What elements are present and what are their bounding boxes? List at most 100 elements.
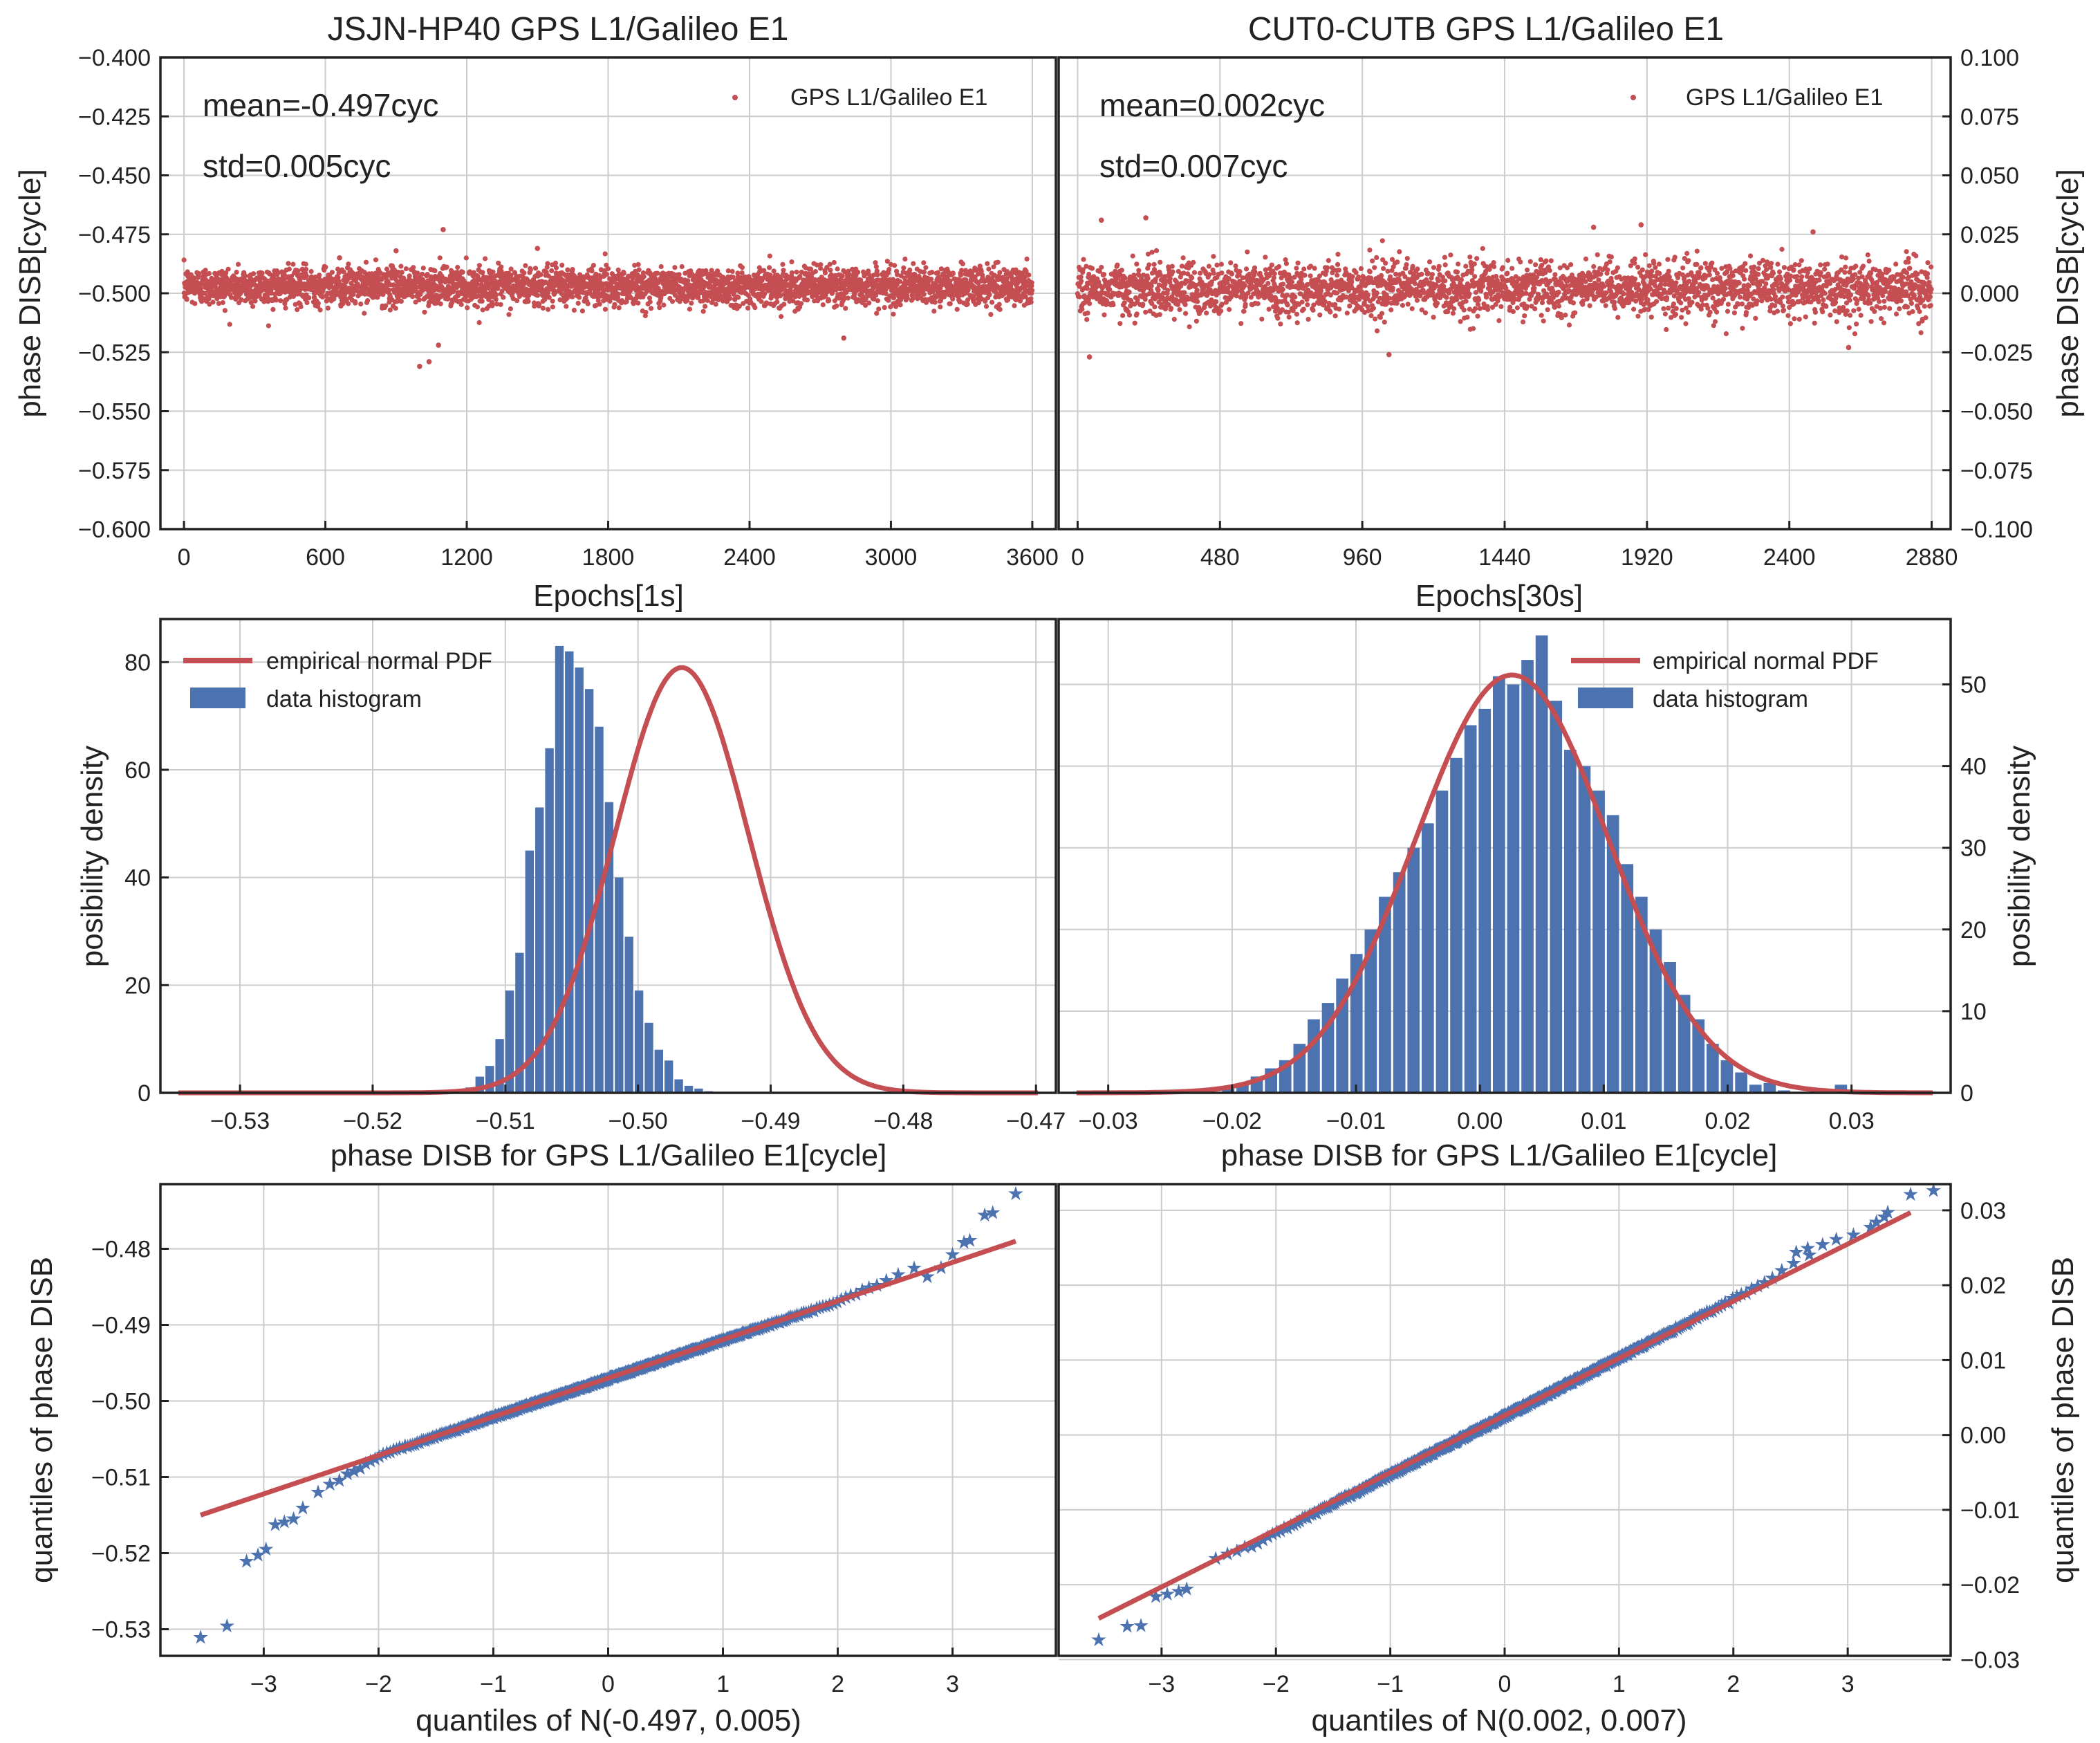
data-point <box>396 269 401 275</box>
data-point <box>570 294 575 299</box>
data-point <box>1149 250 1155 255</box>
data-point <box>1028 299 1034 305</box>
std-annotation: std=0.005cyc <box>203 148 391 184</box>
data-point <box>585 301 591 306</box>
x-tick-label: 0 <box>178 544 191 571</box>
data-point <box>494 292 499 297</box>
data-point <box>1456 261 1461 267</box>
data-point <box>752 305 758 311</box>
data-point <box>604 272 610 277</box>
data-point <box>1084 286 1090 291</box>
y-axis-label: phase DISB[cycle] <box>13 169 47 418</box>
data-point <box>538 272 543 277</box>
data-point <box>687 306 693 312</box>
data-point <box>685 278 691 284</box>
data-point <box>781 268 786 273</box>
data-point <box>308 268 314 275</box>
data-point <box>1395 259 1400 265</box>
data-point <box>198 286 203 291</box>
data-point <box>399 270 405 275</box>
data-point <box>1204 311 1209 316</box>
data-point <box>418 292 423 297</box>
data-point <box>986 266 992 272</box>
data-point <box>960 261 965 267</box>
data-point <box>1078 274 1084 279</box>
data-point <box>1024 256 1030 262</box>
data-point <box>1119 268 1124 273</box>
data-point <box>839 273 845 279</box>
data-point <box>1344 311 1350 316</box>
data-point <box>1191 259 1196 265</box>
data-point <box>206 270 212 277</box>
data-point <box>528 267 534 273</box>
data-point <box>365 298 371 304</box>
data-point <box>1292 294 1298 299</box>
data-point <box>304 299 310 306</box>
data-point <box>612 302 617 307</box>
data-point <box>602 306 608 312</box>
mean-annotation: mean=-0.497cyc <box>203 87 438 123</box>
data-point <box>958 273 963 278</box>
data-point <box>632 262 638 268</box>
data-point <box>676 272 682 277</box>
data-point <box>767 265 772 270</box>
data-point <box>929 277 934 282</box>
data-point <box>1301 306 1306 312</box>
data-point <box>616 305 622 311</box>
data-point <box>549 268 555 273</box>
data-point <box>1237 268 1243 275</box>
data-point <box>1158 272 1163 277</box>
data-point <box>736 295 741 300</box>
data-point <box>1198 270 1203 276</box>
data-point <box>553 265 559 270</box>
data-point <box>1168 306 1174 311</box>
data-point <box>834 303 839 308</box>
data-point <box>251 271 257 277</box>
data-point <box>1182 302 1188 307</box>
data-point <box>901 265 907 270</box>
panel-top-left: JSJN-HP40 GPS L1/Galileo E1 −0.600−0.575… <box>13 11 1059 613</box>
data-point <box>988 312 994 317</box>
data-point <box>185 269 190 275</box>
data-point <box>739 265 745 270</box>
data-point <box>1368 313 1374 318</box>
data-point <box>437 255 443 261</box>
data-point <box>1370 306 1376 311</box>
data-point <box>393 306 398 311</box>
y-tick-label: −0.600 <box>78 517 151 543</box>
data-point <box>532 266 539 271</box>
data-point <box>882 305 887 311</box>
data-point <box>250 304 256 309</box>
data-point <box>1308 273 1313 279</box>
data-point <box>1433 283 1439 288</box>
data-point <box>1328 309 1333 315</box>
data-point <box>804 297 810 303</box>
data-point <box>1134 311 1140 317</box>
data-point <box>703 304 708 309</box>
data-point <box>1435 300 1440 306</box>
data-point <box>1356 274 1362 279</box>
data-point <box>537 302 542 307</box>
data-point <box>506 312 512 317</box>
data-point <box>192 301 198 306</box>
data-point <box>257 292 262 297</box>
data-point <box>892 263 898 268</box>
data-point <box>1146 262 1152 268</box>
data-point <box>455 264 461 270</box>
data-point <box>510 296 516 302</box>
data-point <box>759 299 764 304</box>
data-point <box>425 272 430 277</box>
data-point <box>488 273 494 279</box>
data-point <box>540 305 546 311</box>
data-point <box>615 267 621 273</box>
data-point <box>570 267 575 273</box>
data-point <box>987 292 992 297</box>
data-point <box>315 300 321 306</box>
data-point <box>362 311 367 316</box>
data-point <box>407 273 412 279</box>
data-point <box>490 301 496 307</box>
data-point <box>490 269 496 275</box>
data-point <box>921 260 927 266</box>
data-point <box>1140 302 1146 307</box>
data-point <box>1444 295 1449 300</box>
